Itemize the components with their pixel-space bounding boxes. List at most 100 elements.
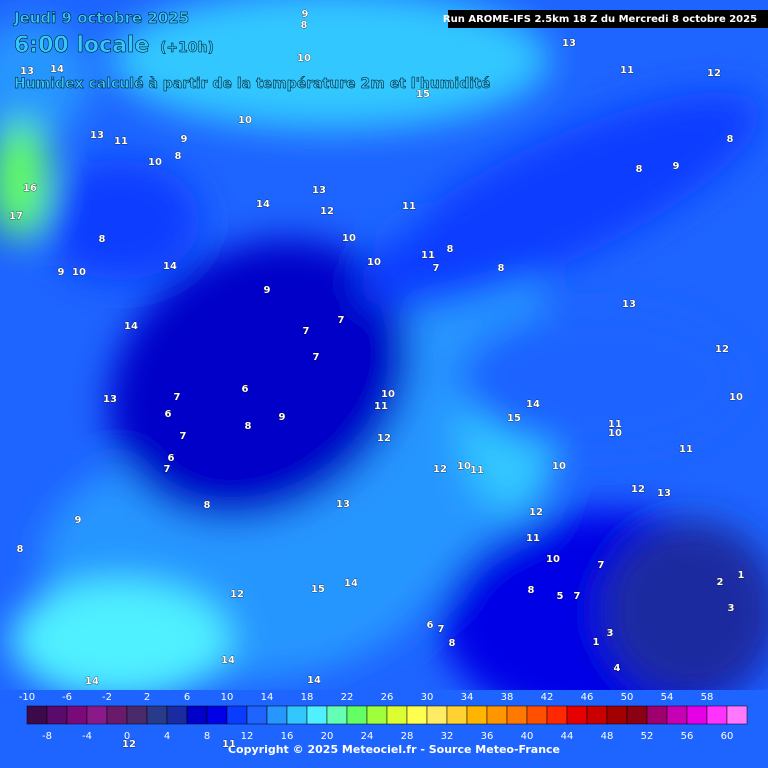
map-value: 7	[164, 464, 171, 475]
map-value: 17	[9, 211, 23, 222]
map-value: 12	[707, 68, 721, 79]
map-value: 15	[416, 89, 430, 100]
map-value: 7	[574, 591, 581, 602]
map-value: 6	[242, 384, 249, 395]
map-value: 9	[264, 285, 271, 296]
color-swatch	[606, 705, 628, 725]
map-value: 10	[608, 428, 622, 439]
map-value: 5	[557, 591, 564, 602]
colorbar-label: 50	[621, 692, 634, 703]
map-value: 14	[124, 321, 138, 332]
map-value: 11	[679, 444, 693, 455]
map-value: 13	[622, 299, 636, 310]
color-swatch	[166, 705, 188, 725]
map-value: 12	[631, 484, 645, 495]
map-value: 7	[433, 263, 440, 274]
map-value: 14	[526, 399, 540, 410]
color-swatch	[146, 705, 168, 725]
colorbar-label: 38	[501, 692, 514, 703]
color-swatch	[226, 705, 248, 725]
color-swatch	[466, 705, 488, 725]
colorbar-label: 32	[441, 731, 454, 742]
colorbar-label: 6	[184, 692, 190, 703]
map-value: 13	[336, 499, 350, 510]
colorbar-label: 36	[481, 731, 494, 742]
color-swatch	[266, 705, 288, 725]
color-swatch	[446, 705, 468, 725]
colorbar-label: 56	[681, 731, 694, 742]
colorbar-label: 4	[164, 731, 170, 742]
colorbar-label: 44	[561, 731, 574, 742]
map-value: 12	[320, 206, 334, 217]
map-value: 6	[168, 453, 175, 464]
color-swatch	[426, 705, 448, 725]
colorbar-label: -2	[102, 692, 112, 703]
map-value: 7	[438, 624, 445, 635]
map-value: 10	[297, 53, 311, 64]
map-value: 10	[342, 233, 356, 244]
color-swatch	[306, 705, 328, 725]
map-value: 6	[165, 409, 172, 420]
color-swatch	[626, 705, 648, 725]
colorbar-label: 52	[641, 731, 654, 742]
color-swatch	[106, 705, 128, 725]
map-value: 12	[715, 344, 729, 355]
map-value: 11	[222, 739, 236, 750]
map-value: 14	[307, 675, 321, 686]
colorbar-label: -10	[19, 692, 35, 703]
colorbar-label: -4	[82, 731, 92, 742]
map-value: 9	[58, 267, 65, 278]
colorbar-label: 12	[241, 731, 254, 742]
map-value: 7	[303, 326, 310, 337]
color-swatch	[666, 705, 688, 725]
legend-background	[0, 690, 768, 768]
map-value: 10	[238, 115, 252, 126]
colorbar-label: 34	[461, 692, 474, 703]
lead-time: (+10h)	[160, 40, 214, 56]
map-value: 10	[729, 392, 743, 403]
colorbar-label: 40	[521, 731, 534, 742]
date: Jeudi 9 octobre 2025	[13, 9, 189, 27]
colorbar-label: 2	[144, 692, 150, 703]
map-value: 13	[657, 488, 671, 499]
colorbar-label: 24	[361, 731, 374, 742]
colorbar: -10-8-6-4-202468101214161820222426283032…	[19, 692, 748, 742]
map-value: 12	[230, 589, 244, 600]
map-value: 14	[163, 261, 177, 272]
map-value: 9	[181, 134, 188, 145]
color-swatch	[186, 705, 208, 725]
map-value: 1	[593, 637, 600, 648]
map-value: 9	[279, 412, 286, 423]
map-value: 8	[449, 638, 456, 649]
map-value: 15	[311, 584, 325, 595]
map-value: 11	[620, 65, 634, 76]
color-swatch	[546, 705, 568, 725]
map-value: 13	[103, 394, 117, 405]
map-value: 7	[598, 560, 605, 571]
color-swatch	[566, 705, 588, 725]
color-swatch	[386, 705, 408, 725]
map-value: 10	[546, 554, 560, 565]
color-swatch	[26, 705, 48, 725]
map-value: 9	[673, 161, 680, 172]
map-value: 12	[377, 433, 391, 444]
map-value: 10	[72, 267, 86, 278]
color-swatch	[726, 705, 748, 725]
map-value: 12	[529, 507, 543, 518]
colorbar-label: 30	[421, 692, 434, 703]
map-value: 14	[50, 64, 64, 75]
map-value: 14	[256, 199, 270, 210]
map-value: 13	[562, 38, 576, 49]
colorbar-label: 42	[541, 692, 554, 703]
colorbar-label: 60	[721, 731, 734, 742]
color-swatch	[346, 705, 368, 725]
map-value: 10	[367, 257, 381, 268]
map-value: 8	[498, 263, 505, 274]
map-value: 7	[313, 352, 320, 363]
color-swatch	[486, 705, 508, 725]
color-swatch	[286, 705, 308, 725]
map-value: 11	[526, 533, 540, 544]
map-value: 7	[180, 431, 187, 442]
